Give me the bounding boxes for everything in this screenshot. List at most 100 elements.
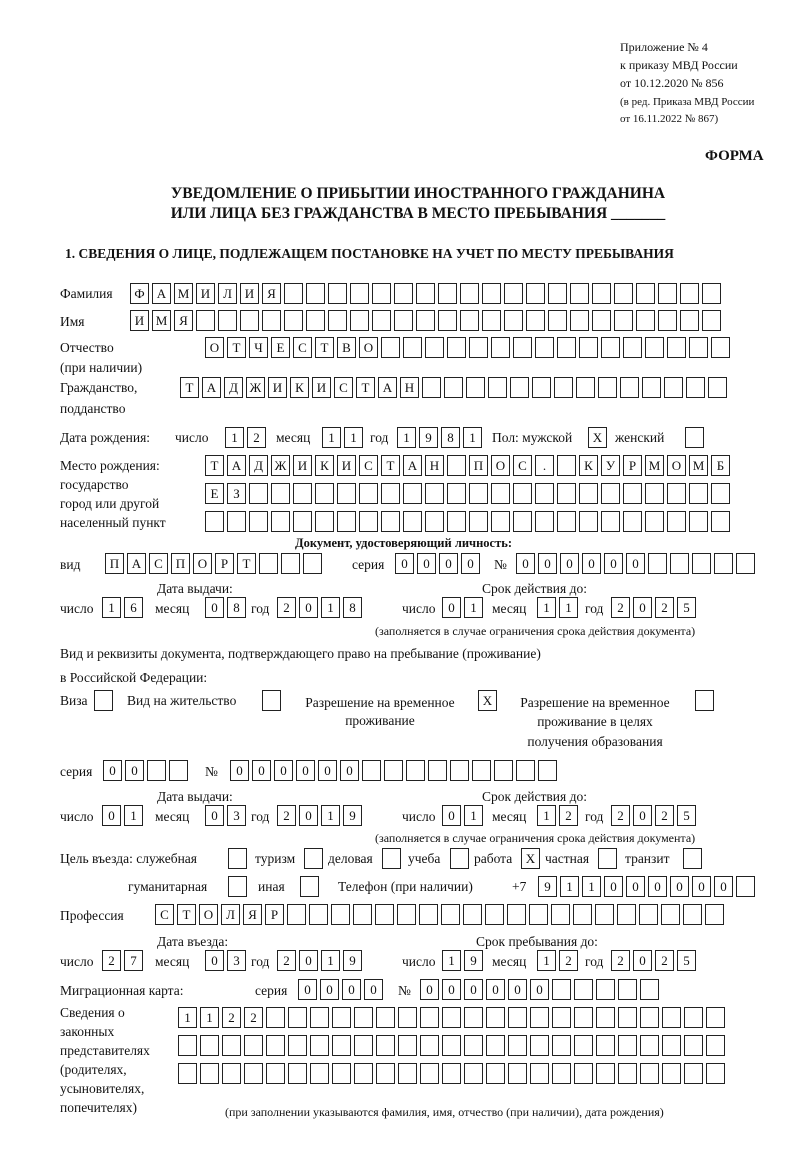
char-box[interactable] — [394, 310, 413, 331]
char-box[interactable] — [222, 1035, 241, 1056]
char-box[interactable] — [670, 553, 689, 574]
char-box[interactable] — [303, 553, 322, 574]
char-box[interactable] — [640, 1035, 659, 1056]
char-box[interactable]: 2 — [559, 805, 578, 826]
char-box[interactable] — [350, 283, 369, 304]
char-box[interactable]: Ч — [249, 337, 268, 358]
char-box[interactable] — [596, 1035, 615, 1056]
char-box[interactable] — [310, 1063, 329, 1084]
char-box[interactable] — [442, 1035, 461, 1056]
char-box[interactable] — [513, 337, 532, 358]
char-box[interactable]: С — [149, 553, 168, 574]
char-box[interactable]: 0 — [604, 553, 623, 574]
char-box[interactable]: 0 — [530, 979, 549, 1000]
char-box[interactable]: 0 — [508, 979, 527, 1000]
char-box[interactable] — [482, 310, 501, 331]
char-box[interactable] — [398, 1063, 417, 1084]
char-box[interactable]: Т — [180, 377, 199, 398]
char-box[interactable]: 2 — [611, 950, 630, 971]
char-box[interactable] — [442, 1007, 461, 1028]
char-box[interactable] — [548, 310, 567, 331]
char-box[interactable]: 1 — [200, 1007, 219, 1028]
char-box[interactable] — [398, 1035, 417, 1056]
char-box[interactable]: 9 — [343, 805, 362, 826]
char-box[interactable] — [662, 1063, 681, 1084]
char-box[interactable] — [548, 283, 567, 304]
char-box[interactable]: О — [193, 553, 212, 574]
char-box[interactable] — [557, 483, 576, 504]
education-residence-checkbox[interactable] — [695, 690, 717, 711]
char-box[interactable] — [686, 377, 705, 398]
char-box[interactable]: 5 — [677, 805, 696, 826]
char-box[interactable] — [574, 1007, 593, 1028]
char-box[interactable] — [284, 310, 303, 331]
char-box[interactable]: 0 — [299, 950, 318, 971]
char-box[interactable] — [708, 377, 727, 398]
char-box[interactable] — [228, 876, 247, 897]
char-box[interactable] — [684, 1063, 703, 1084]
char-box[interactable] — [469, 337, 488, 358]
female-checkbox[interactable] — [685, 427, 707, 448]
char-box[interactable] — [595, 904, 614, 925]
char-box[interactable] — [579, 337, 598, 358]
char-box[interactable]: П — [469, 455, 488, 476]
char-box[interactable]: 0 — [102, 805, 121, 826]
char-box[interactable]: Я — [243, 904, 262, 925]
char-box[interactable] — [249, 511, 268, 532]
char-box[interactable]: Р — [215, 553, 234, 574]
residence-permit-checkbox[interactable] — [262, 690, 284, 711]
char-box[interactable]: 2 — [222, 1007, 241, 1028]
char-box[interactable] — [331, 904, 350, 925]
char-box[interactable] — [614, 310, 633, 331]
char-box[interactable]: 8 — [227, 597, 246, 618]
char-box[interactable]: 0 — [205, 950, 224, 971]
char-box[interactable]: 0 — [252, 760, 271, 781]
char-box[interactable] — [403, 483, 422, 504]
char-box[interactable] — [240, 310, 259, 331]
char-box[interactable] — [706, 1035, 725, 1056]
char-box[interactable] — [486, 1063, 505, 1084]
char-box[interactable] — [592, 310, 611, 331]
char-box[interactable]: 2 — [611, 597, 630, 618]
char-box[interactable] — [447, 511, 466, 532]
char-box[interactable] — [736, 553, 755, 574]
char-box[interactable]: 0 — [299, 597, 318, 618]
char-box[interactable] — [574, 1035, 593, 1056]
char-box[interactable] — [618, 979, 637, 1000]
char-box[interactable]: 2 — [559, 950, 578, 971]
char-box[interactable]: 1 — [537, 597, 556, 618]
char-box[interactable]: 7 — [124, 950, 143, 971]
char-box[interactable]: 0 — [205, 805, 224, 826]
char-box[interactable] — [640, 1007, 659, 1028]
char-box[interactable] — [422, 377, 441, 398]
char-box[interactable] — [662, 1007, 681, 1028]
char-box[interactable] — [266, 1063, 285, 1084]
char-box[interactable] — [554, 377, 573, 398]
char-box[interactable] — [689, 511, 708, 532]
char-box[interactable] — [438, 310, 457, 331]
char-box[interactable]: 6 — [124, 597, 143, 618]
purpose-study-checkbox[interactable] — [450, 848, 472, 869]
char-box[interactable] — [447, 483, 466, 504]
char-box[interactable]: О — [667, 455, 686, 476]
char-box[interactable]: 0 — [103, 760, 122, 781]
char-box[interactable]: Н — [425, 455, 444, 476]
char-box[interactable]: 0 — [442, 805, 461, 826]
char-box[interactable] — [491, 483, 510, 504]
char-box[interactable] — [689, 337, 708, 358]
char-box[interactable] — [382, 848, 401, 869]
char-box[interactable] — [623, 511, 642, 532]
char-box[interactable] — [419, 904, 438, 925]
char-box[interactable] — [372, 283, 391, 304]
visa-checkbox[interactable] — [94, 690, 116, 711]
char-box[interactable] — [293, 483, 312, 504]
char-box[interactable] — [576, 377, 595, 398]
